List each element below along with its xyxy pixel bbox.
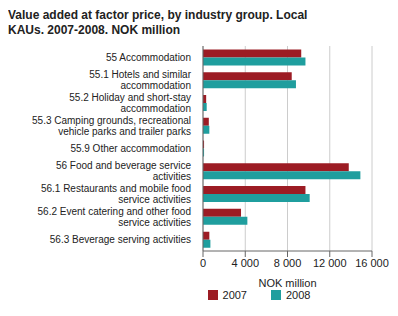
svg-text:4 000: 4 000 [231, 257, 259, 269]
svg-text:55.2 Holiday and short-stayacc: 55.2 Holiday and short-stayaccommodation [69, 92, 191, 114]
html-text:2007: 2007 [222, 289, 247, 301]
svg-text:55 Accommodation: 55 Accommodation [106, 52, 191, 63]
html-text:Value added at factor price, b: Value added at factor price, by industry… [8, 8, 308, 37]
svg-text:56.3 Beverage serving activiti: 56.3 Beverage serving activities [50, 234, 191, 245]
svg-text:8 000: 8 000 [274, 257, 302, 269]
svg-text:56 Food and beverage serviceac: 56 Food and beverage serviceactivities [56, 160, 192, 182]
svg-text:55.1 Hotels and similaraccommo: 55.1 Hotels and similaraccommodation [89, 69, 191, 91]
svg-text:56.1 Restaurants and mobile fo: 56.1 Restaurants and mobile foodservice … [41, 183, 191, 205]
svg-text:56.2 Event catering and other: 56.2 Event catering and other foodservic… [38, 206, 191, 228]
svg-text:0: 0 [200, 257, 206, 269]
svg-text:NOK million: NOK million [258, 277, 316, 287]
html-text:2008: 2008 [286, 289, 311, 301]
svg-text:55.9 Other accommodation: 55.9 Other accommodation [70, 143, 191, 154]
svg-text:55.3 Camping grounds, recreati: 55.3 Camping grounds, recreationalvehicl… [32, 115, 191, 137]
svg-text:12 000: 12 000 [313, 257, 347, 269]
svg-text:16 000: 16 000 [355, 257, 389, 269]
